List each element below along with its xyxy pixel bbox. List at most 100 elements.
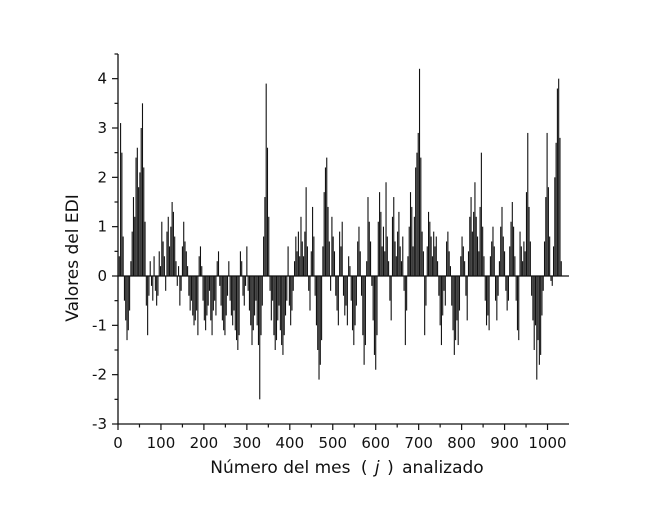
edi-bar bbox=[457, 276, 459, 346]
edi-bar bbox=[536, 276, 538, 380]
y-axis-label: Valores del EDI bbox=[63, 194, 83, 321]
edi-bar bbox=[214, 276, 216, 301]
x-tick-label: 200 bbox=[190, 434, 219, 452]
edi-bar bbox=[510, 221, 512, 276]
edi-bar bbox=[448, 251, 450, 276]
edi-bar bbox=[534, 276, 537, 326]
edi-bar bbox=[331, 216, 333, 276]
edi-bar bbox=[502, 236, 504, 276]
edi-bar bbox=[509, 246, 511, 276]
edi-bar bbox=[336, 276, 338, 311]
edi-bar bbox=[136, 147, 138, 276]
edi-bar bbox=[528, 206, 530, 276]
edi-bar bbox=[241, 261, 243, 276]
edi-bar bbox=[475, 216, 477, 276]
edi-bar bbox=[335, 276, 337, 296]
edi-bar bbox=[505, 276, 507, 291]
x-axis-label-close-paren: ) bbox=[387, 458, 394, 478]
y-tick-label: 3 bbox=[97, 119, 107, 137]
edi-bar bbox=[129, 276, 131, 311]
edi-bar bbox=[251, 276, 253, 346]
edi-bar bbox=[176, 276, 178, 286]
edi-bar bbox=[433, 231, 435, 276]
edi-bar bbox=[224, 276, 226, 336]
edi-bar bbox=[452, 276, 454, 331]
edi-bar bbox=[439, 276, 441, 326]
x-axis-label-variable: j bbox=[373, 458, 380, 478]
edi-bar bbox=[487, 276, 489, 316]
edi-bar bbox=[372, 276, 374, 321]
edi-bar bbox=[230, 276, 232, 316]
edi-bar bbox=[545, 197, 547, 276]
edi-bar bbox=[375, 276, 377, 370]
edi-bar bbox=[416, 152, 418, 276]
edi-bar bbox=[238, 276, 240, 336]
edi-bar bbox=[306, 246, 308, 276]
edi-bar bbox=[166, 231, 168, 276]
edi-bar bbox=[541, 276, 543, 316]
edi-bar bbox=[205, 276, 207, 331]
x-tick-label: 100 bbox=[147, 434, 176, 452]
edi-bar bbox=[178, 266, 180, 276]
edi-bar bbox=[256, 276, 258, 326]
edi-bar bbox=[212, 276, 214, 311]
edi-bar bbox=[495, 276, 497, 301]
edi-bar bbox=[520, 246, 522, 276]
edi-bar bbox=[312, 206, 314, 276]
edi-bar bbox=[139, 172, 141, 276]
edi-bar bbox=[275, 276, 278, 341]
edi-bar bbox=[404, 276, 406, 346]
edi-bar bbox=[379, 192, 381, 276]
edi-bar bbox=[482, 226, 484, 276]
edi-bar bbox=[341, 221, 343, 276]
edi-bar bbox=[165, 276, 167, 291]
x-axis-label-open-paren: ( bbox=[361, 458, 368, 478]
edi-bar bbox=[357, 241, 359, 276]
edi-bar bbox=[220, 276, 222, 306]
edi-bar bbox=[121, 152, 123, 276]
edi-bar bbox=[422, 251, 424, 276]
edi-bar bbox=[125, 276, 127, 321]
edi-bar bbox=[421, 231, 423, 276]
edi-bar bbox=[207, 276, 209, 306]
edi-bar bbox=[449, 266, 451, 276]
edi-bar bbox=[403, 276, 405, 291]
edi-bar bbox=[282, 276, 284, 355]
edi-bar bbox=[382, 226, 384, 276]
edi-bar bbox=[135, 157, 137, 276]
chart-tick-labels: 0 100 200 300 400 500 600 700 800 900 1000 -3 -2 -1 0 1… bbox=[92, 70, 567, 452]
edi-bar bbox=[531, 276, 533, 296]
edi-bar bbox=[479, 206, 481, 276]
edi-bar bbox=[506, 276, 508, 311]
edi-bar bbox=[344, 276, 346, 316]
edi-bar bbox=[268, 216, 270, 276]
edi-bar bbox=[194, 276, 196, 321]
edi-bar bbox=[270, 276, 272, 321]
edi-bar bbox=[426, 246, 428, 276]
edi-bar bbox=[456, 276, 458, 321]
edi-bar bbox=[233, 276, 235, 311]
edi-bar bbox=[264, 197, 266, 276]
edi-bar bbox=[321, 276, 323, 341]
edi-bar bbox=[513, 226, 515, 276]
edi-bar bbox=[130, 261, 132, 276]
edi-bar bbox=[518, 276, 520, 341]
edi-bar bbox=[500, 226, 502, 276]
edi-bar bbox=[322, 246, 324, 276]
edi-bar bbox=[255, 276, 257, 301]
edi-bar bbox=[437, 261, 439, 276]
edi-bar bbox=[263, 236, 265, 276]
edi-bar bbox=[458, 276, 461, 311]
edi-bar bbox=[134, 216, 136, 276]
edi-bar bbox=[154, 276, 156, 291]
edi-bar bbox=[366, 261, 368, 276]
edi-bar bbox=[395, 256, 397, 276]
edi-bar bbox=[359, 251, 361, 276]
edi-bar bbox=[524, 251, 526, 276]
edi-bar bbox=[537, 276, 539, 341]
edi-bar bbox=[169, 246, 171, 276]
edi-bar bbox=[440, 276, 442, 346]
edi-bar bbox=[515, 276, 517, 301]
edi-bar bbox=[497, 276, 499, 296]
edi-bar bbox=[390, 276, 392, 321]
